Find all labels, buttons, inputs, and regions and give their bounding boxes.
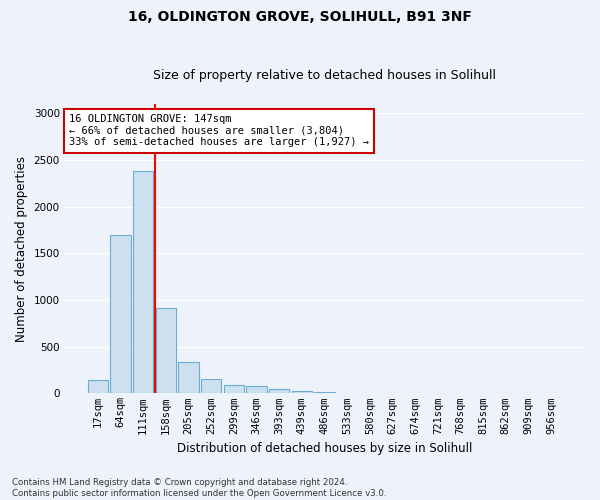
Text: 16 OLDINGTON GROVE: 147sqm
← 66% of detached houses are smaller (3,804)
33% of s: 16 OLDINGTON GROVE: 147sqm ← 66% of deta…	[69, 114, 369, 148]
Bar	[88, 380, 108, 394]
Title: Size of property relative to detached houses in Solihull: Size of property relative to detached ho…	[153, 69, 496, 82]
Text: 16, OLDINGTON GROVE, SOLIHULL, B91 3NF: 16, OLDINGTON GROVE, SOLIHULL, B91 3NF	[128, 10, 472, 24]
Bar	[155, 308, 176, 394]
Bar	[133, 171, 154, 394]
Y-axis label: Number of detached properties: Number of detached properties	[15, 156, 28, 342]
Text: Contains HM Land Registry data © Crown copyright and database right 2024.
Contai: Contains HM Land Registry data © Crown c…	[12, 478, 386, 498]
Bar	[110, 234, 131, 394]
Bar	[224, 385, 244, 394]
Bar	[201, 379, 221, 394]
Bar	[178, 362, 199, 394]
X-axis label: Distribution of detached houses by size in Solihull: Distribution of detached houses by size …	[177, 442, 472, 455]
Bar	[269, 389, 289, 394]
Bar	[292, 391, 312, 394]
Bar	[246, 386, 266, 394]
Bar	[314, 392, 335, 394]
